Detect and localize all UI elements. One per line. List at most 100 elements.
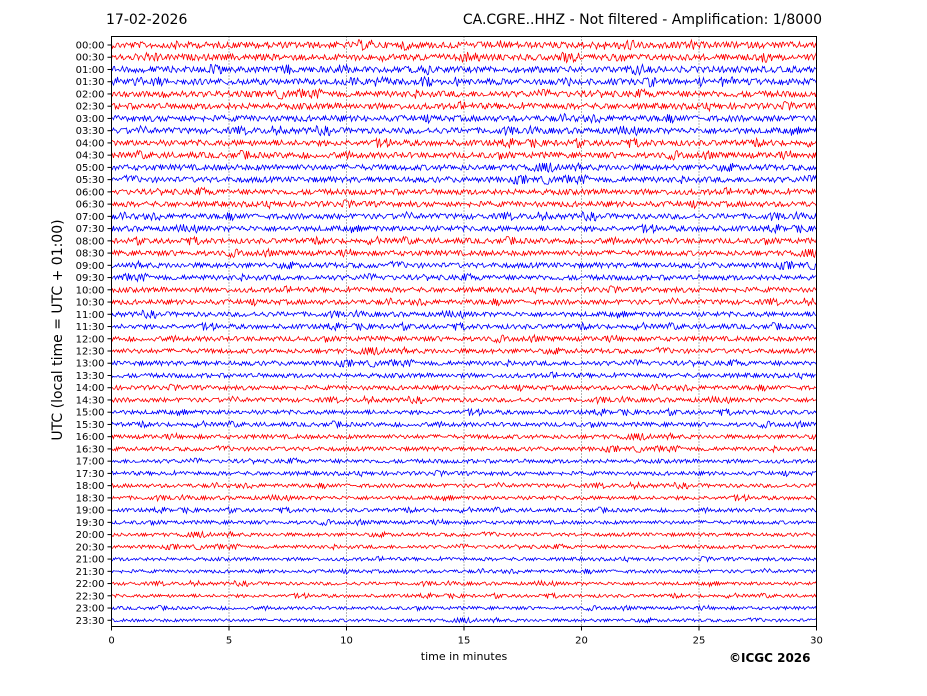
y-tick-label: 13:00 xyxy=(76,359,105,370)
trace-1730 xyxy=(111,469,817,478)
trace-0100 xyxy=(111,62,817,76)
trace-1430 xyxy=(111,394,817,406)
y-tick-label: 09:00 xyxy=(76,261,105,272)
trace-2130 xyxy=(111,567,817,575)
y-tick-label: 21:00 xyxy=(76,555,105,566)
x-axis-ticks: 0 5 10 15 20 25 30 xyxy=(108,626,823,647)
y-tick-label: 14:30 xyxy=(76,395,105,406)
trace-1200 xyxy=(111,333,817,344)
trace-1800 xyxy=(111,480,817,491)
x-tick-label: 0 xyxy=(108,636,114,647)
y-tick-label: 17:00 xyxy=(76,457,105,468)
y-tick-label: 13:30 xyxy=(76,371,105,382)
trace-1530 xyxy=(111,419,817,430)
trace-0700 xyxy=(111,210,817,222)
x-axis-label: time in minutes xyxy=(420,650,508,663)
y-tick-label: 05:00 xyxy=(76,163,105,174)
trace-1000 xyxy=(111,285,817,295)
trace-1600 xyxy=(111,431,817,442)
x-tick-label: 15 xyxy=(458,636,471,647)
x-tick-label: 30 xyxy=(810,636,823,647)
y-tick-label: 11:30 xyxy=(76,322,105,333)
y-tick-label: 18:30 xyxy=(76,493,105,504)
x-tick-label: 25 xyxy=(693,636,706,647)
y-tick-label: 09:30 xyxy=(76,273,105,284)
trace-1300 xyxy=(111,358,817,368)
trace-0400 xyxy=(111,136,817,150)
y-tick-label: 06:00 xyxy=(76,187,105,198)
y-tick-label: 22:30 xyxy=(76,591,105,602)
trace-0500 xyxy=(111,162,817,174)
trace-2030 xyxy=(111,543,817,551)
y-tick-label: 12:30 xyxy=(76,347,105,358)
y-tick-label: 14:00 xyxy=(76,383,105,394)
y-tick-label: 15:00 xyxy=(76,408,105,419)
y-tick-label: 15:30 xyxy=(76,420,105,431)
y-tick-label: 01:30 xyxy=(76,77,105,88)
trace-1900 xyxy=(111,505,817,515)
trace-1500 xyxy=(111,407,817,417)
trace-1130 xyxy=(111,321,817,332)
y-tick-label: 07:30 xyxy=(76,224,105,235)
y-tick-label: 21:30 xyxy=(76,567,105,578)
trace-2230 xyxy=(111,591,817,600)
y-tick-label: 02:30 xyxy=(76,102,105,113)
trace-2000 xyxy=(111,530,817,539)
y-tick-label: 20:30 xyxy=(76,542,105,553)
y-tick-label: 06:30 xyxy=(76,200,105,211)
y-tick-label: 18:00 xyxy=(76,481,105,492)
y-tick-label: 10:30 xyxy=(76,298,105,309)
y-tick-label: 02:00 xyxy=(76,89,105,100)
trace-0000 xyxy=(111,38,817,52)
y-tick-label: 00:30 xyxy=(76,53,105,64)
y-tick-label: 07:00 xyxy=(76,212,105,223)
y-tick-label: 19:00 xyxy=(76,506,105,517)
y-tick-label: 04:30 xyxy=(76,151,105,162)
y-tick-label: 23:00 xyxy=(76,604,105,615)
copyright-credit: ©ICGC 2026 xyxy=(729,651,811,665)
plot-date: 17-02-2026 xyxy=(106,12,188,28)
trace-1930 xyxy=(111,517,817,527)
y-tick-label: 16:00 xyxy=(76,432,105,443)
x-tick-label: 20 xyxy=(575,636,588,647)
y-tick-label: 03:30 xyxy=(76,126,105,137)
trace-0330 xyxy=(111,124,817,137)
y-tick-label: 08:30 xyxy=(76,249,105,260)
y-tick-label: 04:00 xyxy=(76,138,105,149)
trace-0230 xyxy=(111,100,817,113)
y-tick-label: 19:30 xyxy=(76,518,105,529)
trace-0600 xyxy=(111,186,817,196)
trace-1330 xyxy=(111,371,817,381)
x-tick-label: 5 xyxy=(226,636,232,647)
trace-0830 xyxy=(111,247,817,259)
trace-2300 xyxy=(111,604,817,613)
y-tick-label: 11:00 xyxy=(76,310,105,321)
trace-0430 xyxy=(111,149,817,161)
trace-0530 xyxy=(111,173,817,186)
trace-0730 xyxy=(111,223,817,235)
y-tick-label: 16:30 xyxy=(76,444,105,455)
y-tick-label: 03:00 xyxy=(76,114,105,125)
y-tick-label: 00:00 xyxy=(76,41,105,52)
x-tick-label: 10 xyxy=(340,636,353,647)
trace-1630 xyxy=(111,444,817,454)
trace-1030 xyxy=(111,296,817,307)
trace-0900 xyxy=(111,259,817,271)
y-tick-label: 05:30 xyxy=(76,175,105,186)
trace-0930 xyxy=(111,272,817,283)
trace-2200 xyxy=(111,579,817,588)
trace-0630 xyxy=(111,199,817,210)
y-tick-label: 08:00 xyxy=(76,236,105,247)
trace-0200 xyxy=(111,87,817,100)
trace-0800 xyxy=(111,235,817,246)
plot-title: CA.CGRE..HHZ - Not filtered - Amplificat… xyxy=(462,12,822,28)
trace-0300 xyxy=(111,112,817,125)
trace-1700 xyxy=(111,457,817,466)
seismic-traces xyxy=(111,38,817,624)
y-tick-label: 23:30 xyxy=(76,616,105,627)
trace-0030 xyxy=(111,51,817,64)
trace-2330 xyxy=(111,616,817,624)
trace-1100 xyxy=(111,309,817,320)
trace-0130 xyxy=(111,75,817,88)
